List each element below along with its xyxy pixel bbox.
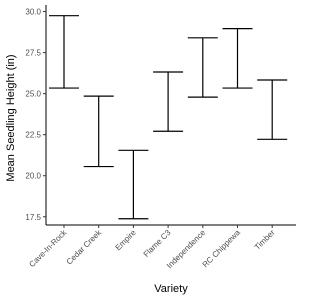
chart: Variety Mean Seedling Height (in) 17.5 20… — [5, 5, 296, 295]
x-tick-label: Cave-In-Rock — [27, 227, 69, 269]
x-tick-label: Cedar Creek — [65, 227, 104, 266]
x-tick-label: RC Chippewa — [201, 228, 243, 270]
y-tick-label: 25.0 — [25, 90, 41, 99]
y-tick-label: 17.5 — [25, 213, 41, 222]
x-tick-label: Timber — [253, 228, 277, 252]
y-tick-label: 22.5 — [25, 131, 41, 140]
y-tick-label: 27.5 — [25, 49, 41, 58]
x-tick-label: Empire — [114, 228, 139, 253]
y-axis-title: Mean Seedling Height (in) — [5, 54, 17, 181]
x-axis-title: Variety — [154, 283, 188, 295]
x-tick-label: Flame C3 — [142, 228, 173, 259]
y-tick-label: 20.0 — [25, 172, 41, 181]
y-tick-label: 30.0 — [25, 8, 41, 17]
